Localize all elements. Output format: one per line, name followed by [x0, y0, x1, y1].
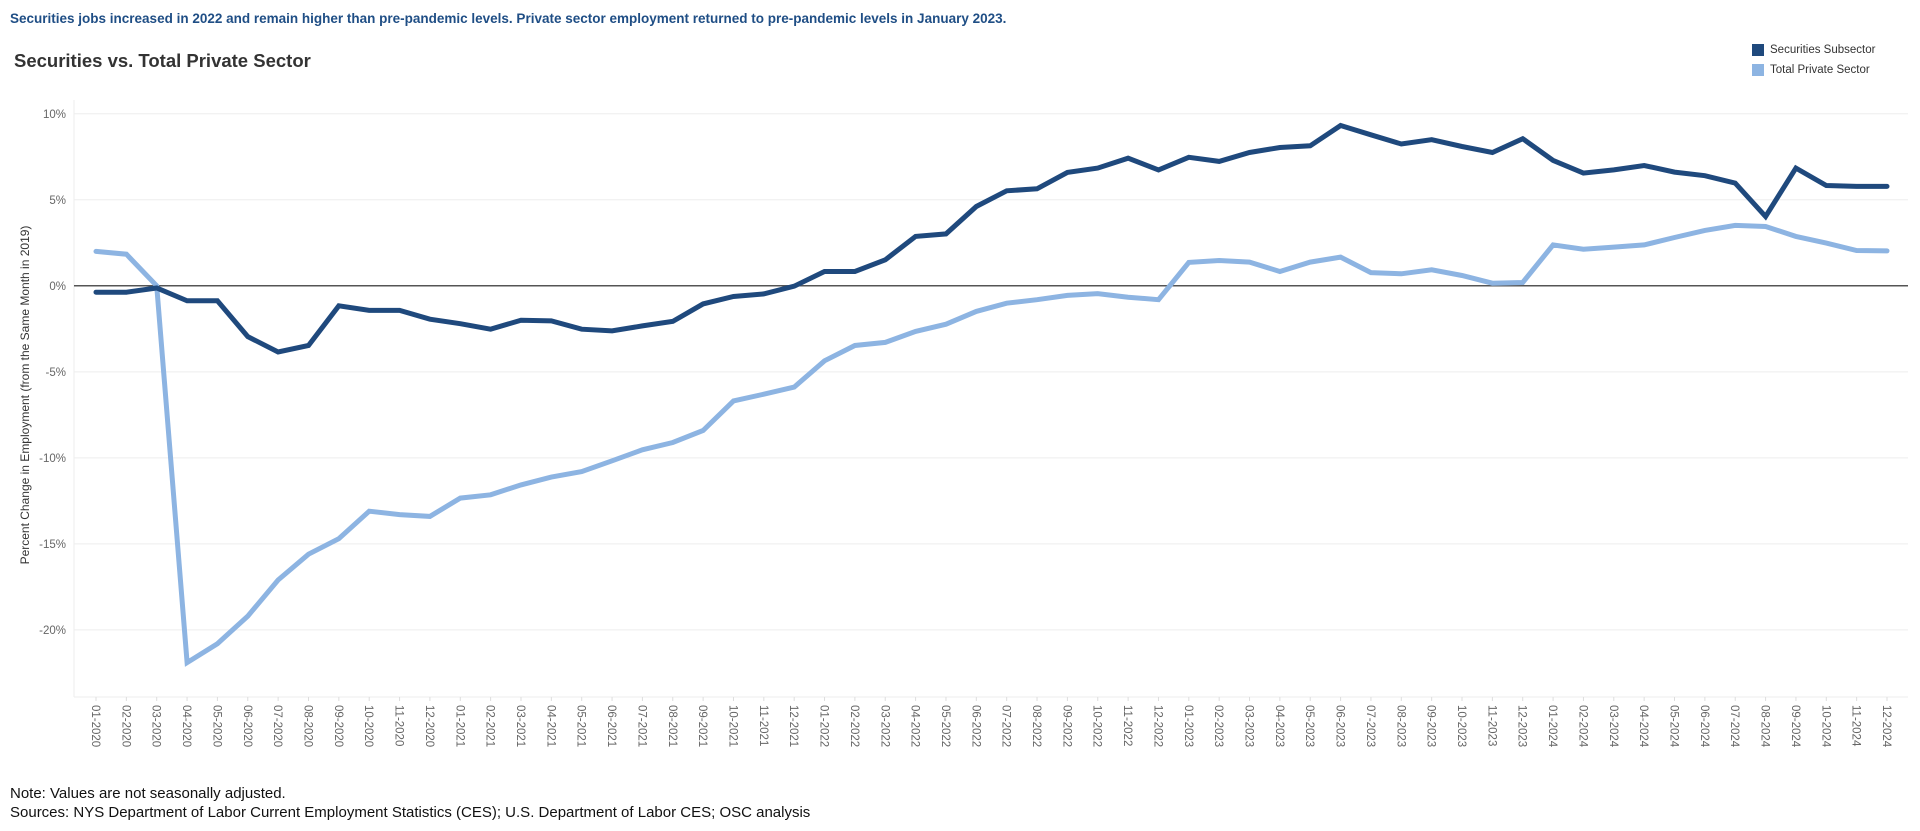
x-tick-label: 12-2024: [1880, 705, 1892, 748]
chart-subtitle: Securities jobs increased in 2022 and re…: [10, 11, 1007, 26]
sources-text: Sources: NYS Department of Labor Current…: [10, 804, 811, 821]
x-tick-label: 01-2021: [453, 705, 465, 747]
x-tick-label: 06-2023: [1334, 705, 1346, 747]
x-tick-label: 11-2020: [393, 705, 405, 746]
x-tick-label: 01-2024: [1546, 705, 1558, 748]
x-tick-label: 12-2020: [423, 705, 435, 747]
y-axis: 10% 5% 0% -5% -10% -15% -20%: [39, 109, 66, 637]
x-tick-label: 06-2022: [969, 705, 981, 747]
x-tick-label: 05-2021: [575, 705, 587, 747]
x-tick-label: 02-2021: [484, 705, 496, 747]
note-text: Note: Values are not seasonally adjusted…: [10, 785, 286, 802]
x-tick-label: 01-2023: [1182, 705, 1194, 747]
x-tick-label: 05-2024: [1668, 705, 1680, 748]
x-tick-label: 10-2024: [1819, 705, 1831, 748]
x-tick-label: 10-2022: [1091, 705, 1103, 747]
legend-swatch-securities: [1752, 44, 1764, 56]
x-tick-label: 09-2022: [1060, 705, 1072, 747]
x-tick-label: 06-2021: [605, 705, 617, 747]
x-tick-label: 11-2021: [757, 705, 769, 746]
x-tick-label: 08-2020: [301, 705, 313, 747]
legend-item-total-private[interactable]: Total Private Sector: [1752, 60, 1875, 80]
x-tick-label: 08-2021: [666, 705, 678, 747]
legend-swatch-total-private: [1752, 64, 1764, 76]
x-tick-label: 10-2021: [726, 705, 738, 747]
x-tick-label: 11-2022: [1121, 705, 1133, 746]
x-tick-label: 02-2020: [119, 705, 131, 747]
y-tick-label: -5%: [46, 367, 66, 379]
y-tick-label: -15%: [39, 539, 66, 551]
x-tick-label: 02-2022: [848, 705, 860, 747]
y-tick-label: -20%: [39, 625, 66, 637]
x-tick-label: 12-2021: [787, 705, 799, 747]
chart-legend: Securities Subsector Total Private Secto…: [1752, 40, 1875, 80]
x-tick-label: 07-2024: [1728, 705, 1740, 748]
x-tick-label: 06-2024: [1698, 705, 1710, 748]
x-tick-label: 09-2021: [696, 705, 708, 747]
x-tick-label: 07-2023: [1364, 705, 1376, 747]
gridlines: [73, 100, 1908, 698]
x-tick-label: 07-2022: [1000, 705, 1012, 747]
x-tick-label: 09-2020: [332, 705, 344, 747]
y-tick-label: -10%: [39, 453, 66, 465]
x-tick-label: 08-2024: [1759, 705, 1771, 748]
x-tick-label: 04-2023: [1273, 705, 1285, 747]
x-tick-label: 04-2021: [544, 705, 556, 747]
x-tick-label: 03-2024: [1607, 705, 1619, 748]
x-tick-label: 05-2023: [1303, 705, 1315, 747]
x-tick-label: 12-2022: [1151, 705, 1163, 747]
x-tick-label: 05-2022: [939, 705, 951, 747]
x-tick-label: 03-2020: [150, 705, 162, 747]
chart-title: Securities vs. Total Private Sector: [14, 50, 311, 71]
x-tick-label: 04-2022: [909, 705, 921, 747]
x-tick-label: 05-2020: [210, 705, 222, 747]
x-tick-label: 09-2023: [1425, 705, 1437, 747]
x-tick-label: 01-2020: [89, 705, 101, 747]
y-axis-label: Percent Change in Employment (from the S…: [18, 226, 32, 565]
x-tick-label: 10-2023: [1455, 705, 1467, 747]
x-tick-label: 03-2023: [1243, 705, 1255, 747]
x-tick-label: 01-2022: [818, 705, 830, 747]
x-tick-label: 07-2020: [271, 705, 283, 747]
chart-footnotes: Note: Values are not seasonally adjusted…: [10, 784, 810, 822]
x-tick-label: 02-2024: [1576, 705, 1588, 748]
x-tick-label: 04-2020: [180, 705, 192, 747]
legend-label-total-private: Total Private Sector: [1770, 64, 1870, 76]
y-tick-label: 0%: [49, 281, 66, 293]
x-axis: 01-2020 02-2020 03-2020 04-2020 05-2020 06-20…: [89, 697, 1892, 748]
x-tick-label: 07-2021: [635, 705, 647, 747]
legend-label-securities: Securities Subsector: [1770, 44, 1876, 56]
x-tick-label: 08-2022: [1030, 705, 1042, 747]
x-tick-label: 08-2023: [1394, 705, 1406, 747]
x-tick-label: 11-2024: [1850, 705, 1862, 747]
x-tick-label: 04-2024: [1637, 705, 1649, 748]
series-line-securities: [93, 122, 1890, 355]
x-tick-label: 03-2021: [514, 705, 526, 747]
legend-item-securities[interactable]: Securities Subsector: [1752, 40, 1875, 60]
x-tick-label: 12-2023: [1516, 705, 1528, 747]
x-tick-label: 02-2023: [1212, 705, 1224, 747]
x-tick-label: 09-2024: [1789, 705, 1801, 748]
series-lines: [93, 122, 1890, 667]
y-tick-label: 5%: [49, 195, 66, 207]
y-tick-label: 10%: [43, 109, 66, 121]
x-tick-label: 11-2023: [1485, 705, 1497, 746]
x-tick-label: 03-2022: [878, 705, 890, 747]
x-tick-label: 06-2020: [241, 705, 253, 747]
x-tick-label: 10-2020: [362, 705, 374, 747]
series-line-total-private: [93, 222, 1890, 667]
